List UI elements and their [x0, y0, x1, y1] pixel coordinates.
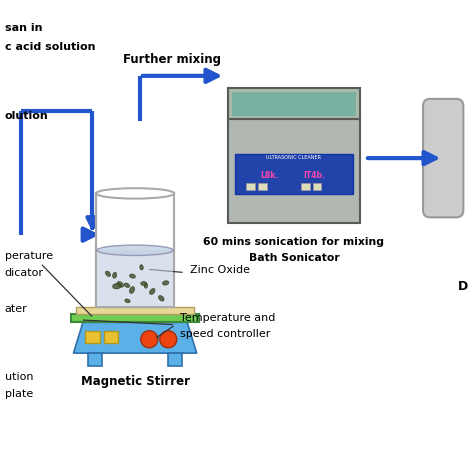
FancyBboxPatch shape	[423, 99, 464, 218]
Text: ULTRASONIC CLEANER: ULTRASONIC CLEANER	[266, 155, 321, 160]
Ellipse shape	[129, 274, 136, 278]
Text: olution: olution	[5, 111, 48, 121]
Ellipse shape	[113, 272, 117, 278]
Text: Zinc Oxide: Zinc Oxide	[190, 265, 250, 275]
Text: ution: ution	[5, 372, 33, 382]
Ellipse shape	[117, 282, 124, 287]
Bar	[85, 331, 100, 343]
Text: speed controller: speed controller	[180, 329, 271, 339]
Text: ater: ater	[5, 304, 27, 314]
Circle shape	[141, 331, 158, 348]
Ellipse shape	[113, 283, 121, 289]
Bar	[76, 307, 194, 314]
Text: 60 mins sonication for mixing: 60 mins sonication for mixing	[203, 237, 384, 247]
Ellipse shape	[149, 289, 155, 294]
Ellipse shape	[158, 296, 164, 301]
Bar	[228, 88, 360, 118]
Ellipse shape	[97, 245, 173, 255]
Bar	[71, 314, 199, 322]
Bar	[301, 183, 310, 190]
Ellipse shape	[140, 264, 143, 270]
Text: san in: san in	[5, 23, 42, 34]
Text: L8k.: L8k.	[261, 171, 279, 180]
Bar	[232, 92, 356, 116]
Ellipse shape	[96, 188, 174, 199]
Bar	[88, 353, 102, 366]
Bar	[228, 118, 360, 223]
Bar	[258, 183, 267, 190]
Circle shape	[160, 331, 177, 348]
Ellipse shape	[106, 271, 110, 276]
Bar	[246, 183, 255, 190]
Text: Temperature and: Temperature and	[180, 312, 275, 323]
Polygon shape	[73, 322, 197, 353]
Ellipse shape	[125, 299, 130, 303]
Ellipse shape	[144, 283, 147, 288]
Text: c acid solution: c acid solution	[5, 42, 95, 53]
Ellipse shape	[141, 282, 147, 285]
Text: D: D	[457, 280, 468, 293]
Bar	[97, 250, 173, 306]
Text: dicator: dicator	[5, 267, 44, 278]
Bar	[313, 183, 321, 190]
Ellipse shape	[124, 283, 129, 287]
Bar	[235, 154, 353, 193]
Ellipse shape	[129, 287, 135, 293]
Bar	[168, 353, 182, 366]
Bar	[104, 331, 118, 343]
Bar	[96, 193, 174, 307]
Text: plate: plate	[5, 389, 33, 400]
Text: IT4b.: IT4b.	[303, 171, 325, 180]
Text: Further mixing: Further mixing	[123, 53, 221, 66]
Ellipse shape	[163, 281, 169, 285]
Text: Magnetic Stirrer: Magnetic Stirrer	[81, 375, 190, 388]
Text: perature: perature	[5, 251, 53, 261]
Text: Bath Sonicator: Bath Sonicator	[248, 253, 339, 264]
